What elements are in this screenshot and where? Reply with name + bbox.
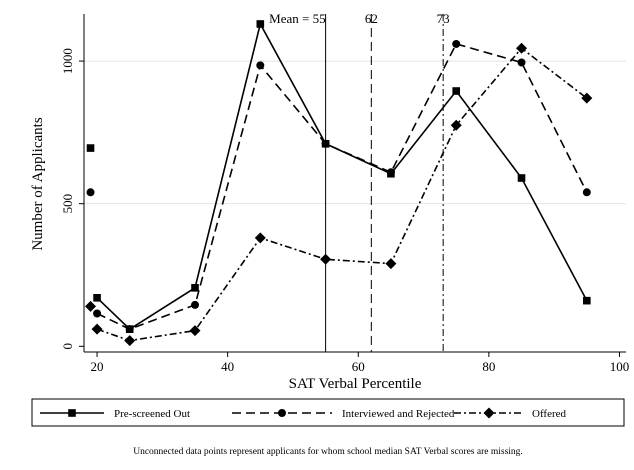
data-point-square <box>93 294 101 302</box>
y-tick-label: 0 <box>60 343 75 350</box>
series-pre-screened-out <box>86 20 591 333</box>
y-tick-label: 500 <box>60 194 75 214</box>
legend-label: Pre-screened Out <box>114 408 190 420</box>
data-point-circle <box>386 168 395 177</box>
series-line <box>96 47 588 342</box>
x-tick-label: 80 <box>482 359 495 374</box>
data-point-circle <box>86 188 95 197</box>
data-point-diamond <box>91 323 103 335</box>
x-tick-label: 40 <box>221 359 234 374</box>
data-point-diamond <box>385 258 397 270</box>
legend-item: Interviewed and Rejected <box>232 408 455 420</box>
data-point-diamond <box>581 92 593 104</box>
legend-label: Interviewed and Rejected <box>342 408 455 420</box>
data-point-square <box>452 87 461 95</box>
series-offered <box>85 42 593 347</box>
data-point-diamond <box>516 42 528 54</box>
series <box>85 20 593 347</box>
series-line <box>96 43 588 331</box>
reference-line-label: Mean = 55 <box>269 11 325 26</box>
x-tick-label: 100 <box>610 359 630 374</box>
data-point-diamond <box>85 300 97 312</box>
data-point-diamond <box>189 325 201 337</box>
data-point-circle <box>321 139 330 148</box>
gridlines <box>84 60 626 205</box>
x-tick-label: 20 <box>91 359 104 374</box>
data-point-diamond <box>124 335 136 347</box>
data-point-circle <box>452 39 461 48</box>
legend: Pre-screened Out Interviewed and Rejected… <box>31 398 625 427</box>
chart-note: Unconnected data points represent applic… <box>133 446 523 457</box>
data-point-circle <box>191 300 200 309</box>
x-tick-label: 60 <box>352 359 365 374</box>
data-point-circle <box>93 309 102 318</box>
series-interviewed-and-rejected <box>86 39 591 334</box>
data-point-diamond <box>450 119 462 131</box>
data-point-square <box>68 409 76 417</box>
legend-item: Offered <box>454 407 566 420</box>
data-point-circle <box>278 409 286 417</box>
legend-box <box>31 398 625 427</box>
legend-item: Pre-screened Out <box>40 408 190 420</box>
legend-label: Offered <box>532 408 566 420</box>
data-point-square <box>86 144 95 152</box>
data-point-diamond <box>320 253 332 265</box>
data-point-circle <box>582 188 591 197</box>
data-point-diamond <box>483 407 495 419</box>
data-point-circle <box>256 61 265 70</box>
x-axis-label: SAT Verbal Percentile <box>289 376 422 392</box>
series-line <box>96 21 588 331</box>
y-axis-label: Number of Applicants <box>30 117 46 250</box>
data-point-square <box>583 296 591 305</box>
data-point-square <box>517 174 526 182</box>
data-point-circle <box>517 58 526 67</box>
data-point-diamond <box>254 232 266 244</box>
data-point-square <box>191 284 199 292</box>
reference-lines: Mean = 55 62 73 <box>269 11 450 352</box>
axes: 0 500 1000 20 40 60 80 100 <box>60 14 629 374</box>
data-point-circle <box>125 325 134 334</box>
reference-line-label: 62 <box>365 11 378 26</box>
y-tick-label: 1000 <box>60 48 75 74</box>
reference-line-label: 73 <box>437 11 450 26</box>
data-point-square <box>256 20 265 28</box>
